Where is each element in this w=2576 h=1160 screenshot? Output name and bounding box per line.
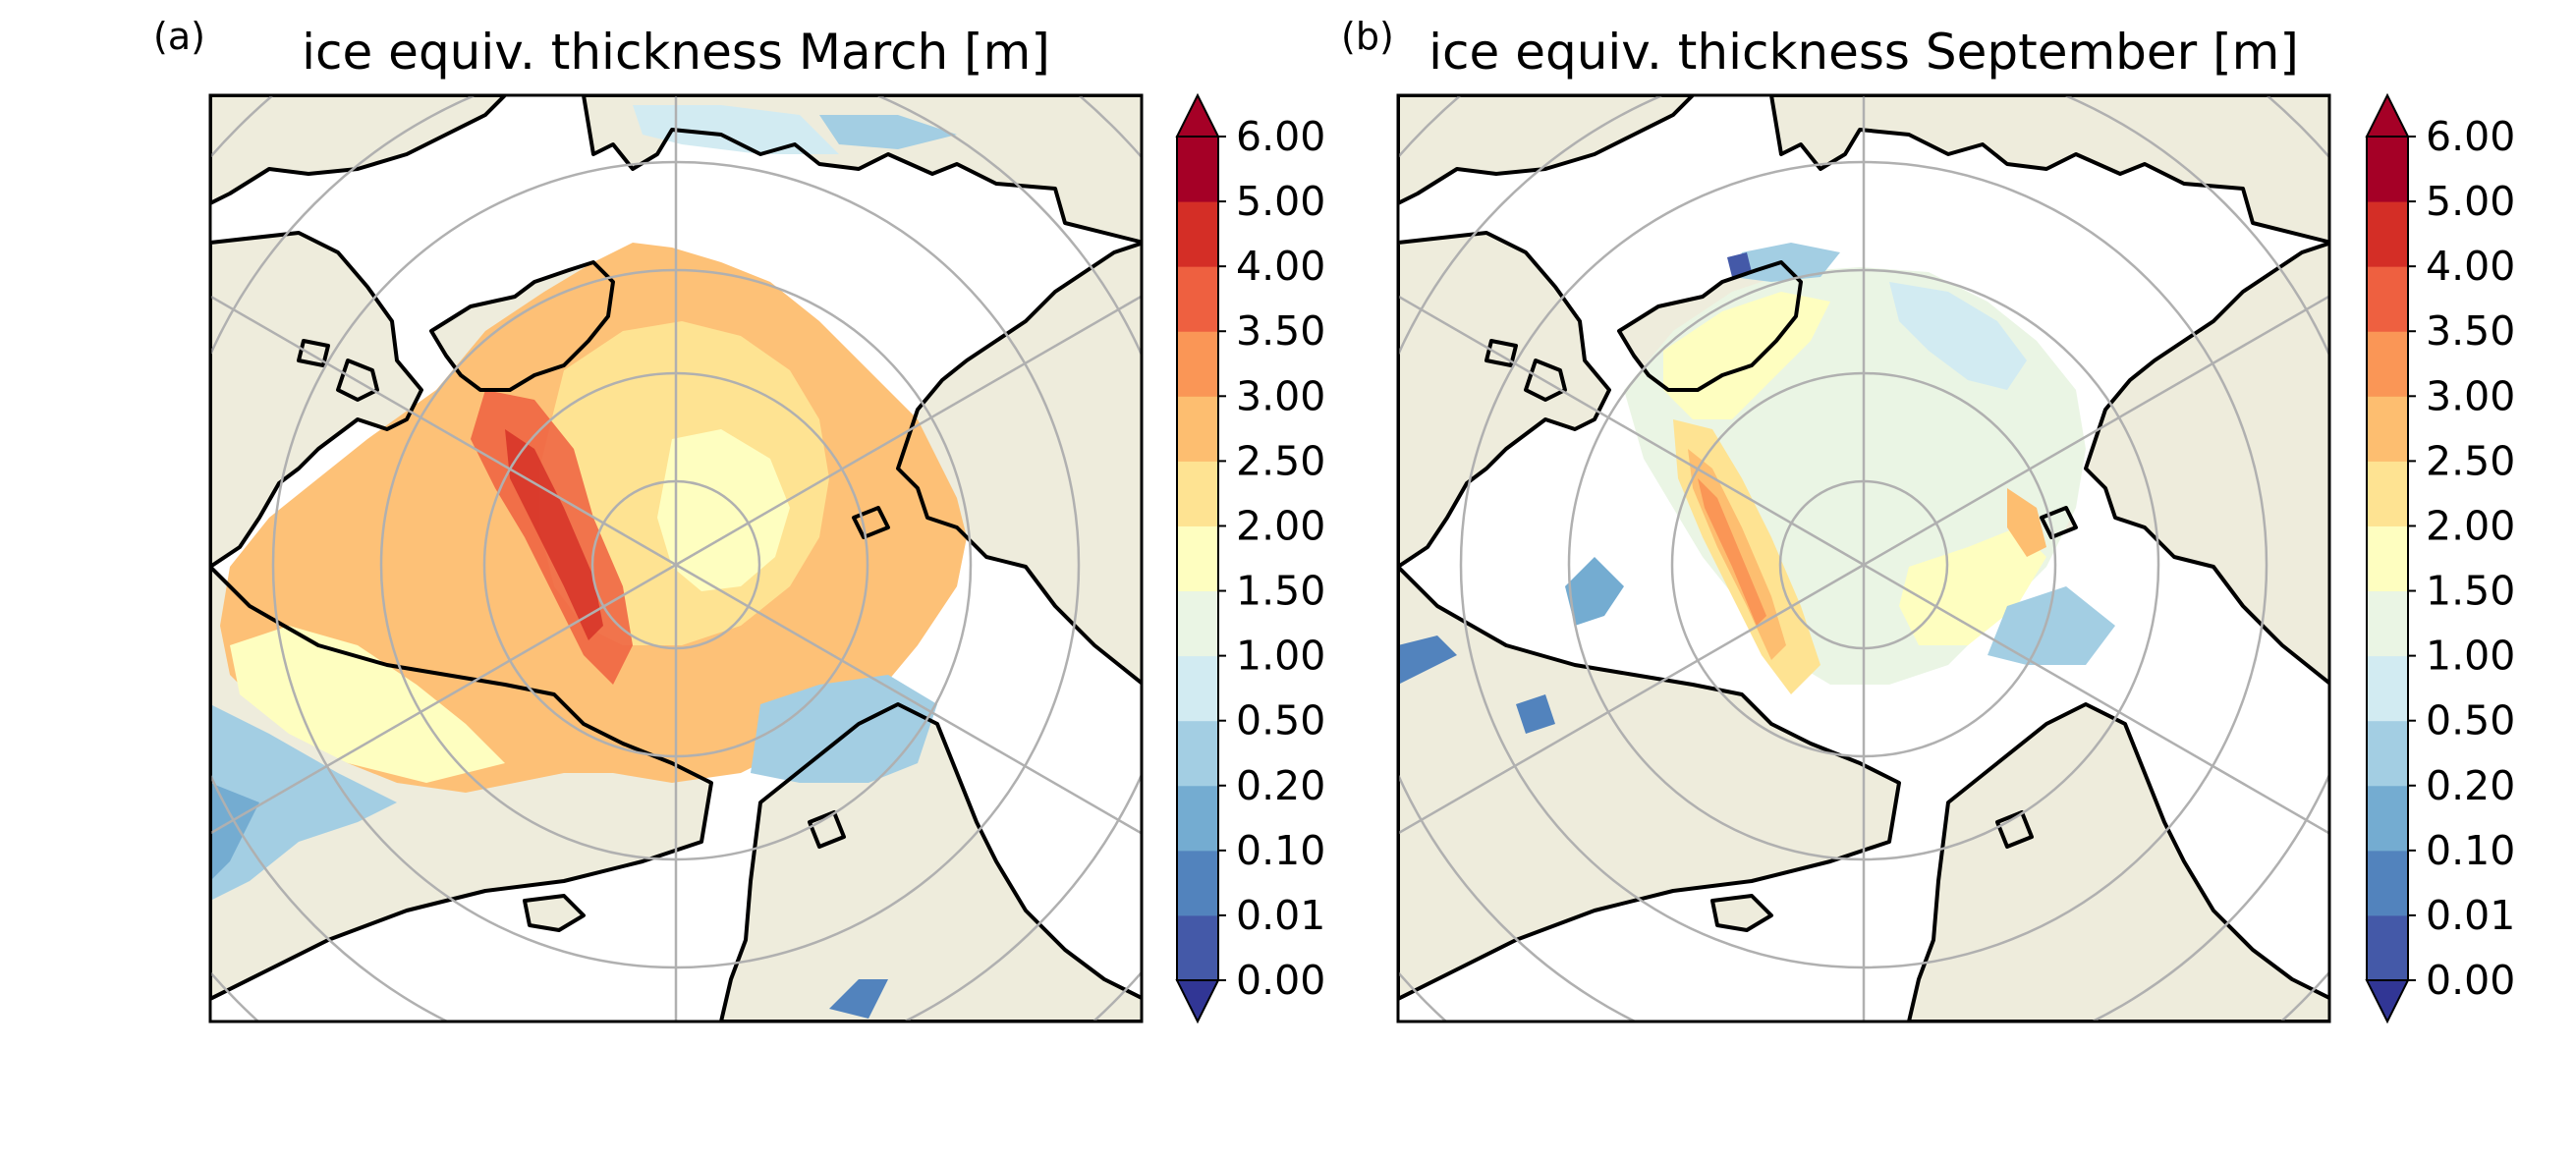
colorbar-extend-over — [1175, 92, 1220, 138]
colorbar-extend-under — [1175, 979, 1220, 1024]
colorbar-bin — [2367, 201, 2408, 267]
colorbar-bin — [1177, 525, 1218, 592]
colorbar-tick-label: 0.50 — [1236, 697, 1325, 745]
colorbar-tick-label: 3.50 — [2426, 307, 2515, 355]
colorbar-tick-label: 1.00 — [1236, 633, 1325, 680]
colorbar-bin — [2367, 266, 2408, 332]
colorbar-tick-label: 3.00 — [2426, 372, 2515, 419]
panel-b-letter: (b) — [1341, 15, 1394, 58]
colorbar-extend-over — [2365, 92, 2410, 138]
colorbar-tick-label: 0.01 — [1236, 892, 1325, 939]
colorbar-bin — [1177, 785, 1218, 852]
colorbar-tick-label: 2.50 — [2426, 437, 2515, 484]
colorbar-frame — [1176, 136, 1219, 981]
panel-a-map — [210, 95, 1142, 1022]
panel-a-frame — [208, 93, 1144, 1023]
colorbar-bin — [1177, 914, 1218, 981]
colorbar-bin — [2367, 396, 2408, 462]
colorbar-bin — [1177, 461, 1218, 526]
colorbar-bin — [2367, 720, 2408, 787]
colorbar-frame — [2366, 136, 2409, 981]
colorbar-tick-label: 0.10 — [2426, 827, 2515, 874]
colorbar-tick-label: 4.00 — [2426, 243, 2515, 290]
colorbar-bin — [2367, 850, 2408, 916]
colorbar-bin — [1177, 266, 1218, 332]
colorbar-bin — [1177, 720, 1218, 787]
colorbar-bin — [2367, 785, 2408, 852]
colorbar-tick-label: 2.50 — [1236, 437, 1325, 484]
colorbar-bin — [2367, 331, 2408, 397]
colorbar-bin — [2367, 590, 2408, 657]
colorbar-tick-label: 5.00 — [1236, 178, 1325, 225]
colorbar-tick-label: 0.50 — [2426, 697, 2515, 745]
colorbar-bin — [2367, 137, 2408, 202]
colorbar-bin — [1177, 137, 1218, 202]
colorbar-tick-label: 6.00 — [2426, 113, 2515, 160]
colorbar-bin — [1177, 655, 1218, 722]
colorbar-bin — [1177, 396, 1218, 462]
colorbar-tick-label: 0.00 — [2426, 957, 2515, 1004]
colorbar-tick-label: 6.00 — [1236, 113, 1325, 160]
panel-a-letter: (a) — [153, 15, 205, 58]
panel-a-colorbar: 0.00 0.01 0.10 0.20 0.50 1.00 1.50 2.00 2.50 3.00… — [1175, 92, 1325, 1024]
colorbar-tick-label: 1.50 — [1236, 568, 1325, 615]
panel-b-colorbar: 0.00 0.01 0.10 0.20 0.50 1.00 1.50 2.00 2.50 3.00… — [2365, 92, 2515, 1024]
colorbar-bin — [2367, 914, 2408, 981]
colorbar-bin — [1177, 590, 1218, 657]
colorbar-bin — [2367, 655, 2408, 722]
colorbar-tick-label: 2.00 — [2426, 502, 2515, 549]
colorbar-bin — [1177, 850, 1218, 916]
colorbar-tick-label: 2.00 — [1236, 502, 1325, 549]
colorbar-tick-label: 5.00 — [2426, 178, 2515, 225]
panel-b-map — [1398, 95, 2329, 1022]
colorbar-bin — [2367, 525, 2408, 592]
panel-b-title: ice equiv. thickness September [m] — [1428, 24, 2299, 81]
colorbar-bin — [1177, 201, 1218, 267]
colorbar-bin — [2367, 461, 2408, 526]
colorbar-tick-label: 1.50 — [2426, 568, 2515, 615]
colorbar-tick-label: 0.20 — [2426, 762, 2515, 809]
colorbar-tick-label: 0.10 — [1236, 827, 1325, 874]
colorbar-extend-under — [2365, 979, 2410, 1024]
colorbar-tick-label: 3.00 — [1236, 372, 1325, 419]
colorbar-tick-label: 3.50 — [1236, 307, 1325, 355]
colorbar-tick-label: 0.00 — [1236, 957, 1325, 1004]
panel-b-frame — [1396, 93, 2331, 1023]
colorbar-tick-label: 0.20 — [1236, 762, 1325, 809]
panel-a-title: ice equiv. thickness March [m] — [302, 24, 1050, 81]
colorbar-tick-label: 0.01 — [2426, 892, 2515, 939]
colorbar-bin — [1177, 331, 1218, 397]
colorbar-tick-label: 1.00 — [2426, 633, 2515, 680]
colorbar-tick-label: 4.00 — [1236, 243, 1325, 290]
